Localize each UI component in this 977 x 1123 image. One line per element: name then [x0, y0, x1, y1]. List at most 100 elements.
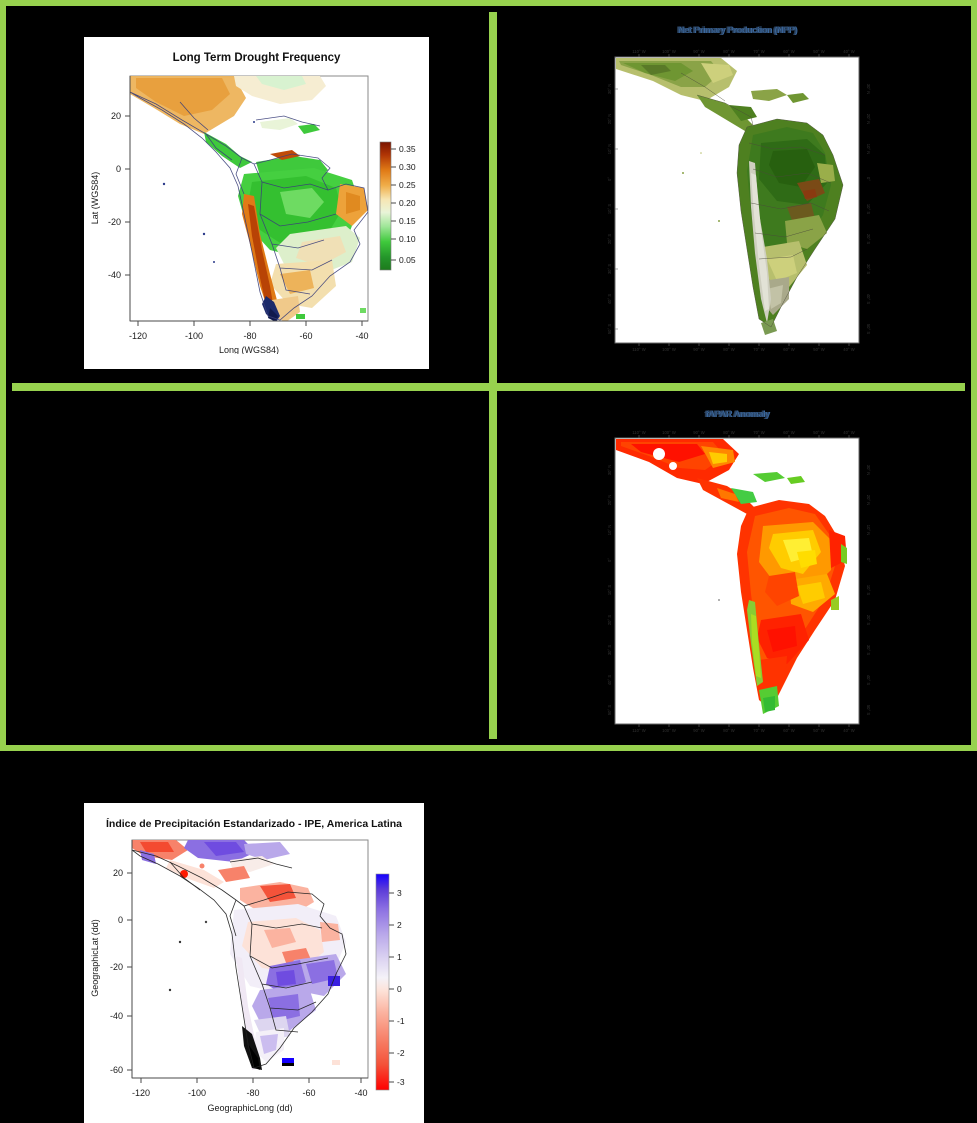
panel-fapar-anomaly[interactable]: fAPAR Anomaly 110° W 100° W 90° W 80° W … — [497, 391, 977, 751]
svg-text:30° N: 30° N — [866, 465, 871, 476]
npp-map: 110° W 100° W 90° W 80° W 70° W 60° W 50… — [607, 49, 871, 352]
ipe-title: Índice de Precipitación Estandarizado - … — [105, 818, 403, 830]
svg-text:-60: -60 — [299, 331, 312, 341]
ipe-y-axis: 20 0 -20 -40 -60 GeographicLat (dd) — [90, 840, 133, 1078]
panel-long-term-drought-frequency[interactable]: Long Term Drought Frequency — [12, 12, 489, 383]
svg-text:100° W: 100° W — [662, 347, 676, 352]
svg-text:30° S: 30° S — [866, 645, 871, 655]
svg-text:-80: -80 — [246, 1088, 259, 1098]
svg-text:0°: 0° — [607, 177, 612, 181]
drought-frequency-x-axis: -120 -100 -80 -60 -40 Long (WGS84) — [129, 320, 369, 354]
svg-text:0.20: 0.20 — [399, 198, 416, 208]
svg-text:-60: -60 — [110, 1065, 123, 1075]
drought-frequency-raster — [130, 76, 368, 321]
svg-text:20: 20 — [111, 111, 121, 121]
svg-text:80° W: 80° W — [723, 49, 734, 54]
drought-frequency-plot: 20 0 -20 -40 Lat (WGS84) -120 -100 -80 -… — [90, 75, 416, 354]
svg-text:50° S: 50° S — [866, 705, 871, 715]
drought-frequency-title: Long Term Drought Frequency — [172, 52, 341, 64]
svg-text:10° N: 10° N — [607, 144, 612, 155]
horizontal-divider — [12, 383, 965, 391]
svg-text:0°: 0° — [866, 558, 871, 562]
svg-text:90° W: 90° W — [693, 49, 704, 54]
svg-text:2: 2 — [397, 920, 402, 930]
svg-text:10° S: 10° S — [866, 585, 871, 595]
svg-text:30° N: 30° N — [866, 84, 871, 95]
svg-text:0.30: 0.30 — [399, 162, 416, 172]
svg-text:80° W: 80° W — [723, 430, 734, 435]
svg-text:70° W: 70° W — [753, 347, 764, 352]
svg-text:-40: -40 — [354, 1088, 367, 1098]
svg-text:20° S: 20° S — [607, 234, 612, 244]
svg-text:50° W: 50° W — [813, 49, 824, 54]
svg-text:10° S: 10° S — [607, 585, 612, 595]
svg-text:40° W: 40° W — [843, 347, 854, 352]
svg-text:40° S: 40° S — [607, 675, 612, 685]
npp-raster — [616, 58, 844, 335]
svg-text:0: 0 — [118, 915, 123, 925]
svg-text:-40: -40 — [110, 1011, 123, 1021]
svg-text:-80: -80 — [243, 331, 256, 341]
svg-text:0°: 0° — [866, 177, 871, 181]
svg-text:0.15: 0.15 — [399, 216, 416, 226]
svg-text:-3: -3 — [397, 1077, 405, 1087]
svg-text:20° N: 20° N — [866, 114, 871, 125]
svg-text:60° W: 60° W — [783, 49, 794, 54]
svg-text:20° S: 20° S — [866, 234, 871, 244]
svg-text:80° W: 80° W — [723, 347, 734, 352]
svg-text:20° S: 20° S — [866, 615, 871, 625]
svg-text:-2: -2 — [397, 1048, 405, 1058]
svg-text:40° S: 40° S — [607, 294, 612, 304]
ipe-card: Índice de Precipitación Estandarizado - … — [84, 803, 424, 1123]
svg-text:10° S: 10° S — [607, 204, 612, 214]
vertical-divider — [489, 12, 497, 739]
panel-indice-precipitacion[interactable]: Índice de Precipitación Estandarizado - … — [12, 391, 489, 1123]
svg-text:20° N: 20° N — [607, 114, 612, 125]
svg-text:10° N: 10° N — [607, 525, 612, 536]
svg-text:GeographicLat (dd): GeographicLat (dd) — [90, 919, 100, 997]
svg-text:30° S: 30° S — [607, 645, 612, 655]
svg-text:30° S: 30° S — [866, 264, 871, 274]
svg-text:-40: -40 — [355, 331, 368, 341]
svg-text:100° W: 100° W — [662, 728, 676, 733]
svg-text:20° N: 20° N — [866, 495, 871, 506]
svg-text:20° N: 20° N — [607, 495, 612, 506]
ipe-x-axis: -120 -100 -80 -60 -40 GeographicLong (dd… — [132, 1077, 368, 1113]
svg-text:80° W: 80° W — [723, 728, 734, 733]
ipe-colorbar: 3 2 1 0 -1 -2 -3 — [375, 873, 405, 1091]
svg-text:50° S: 50° S — [866, 324, 871, 334]
svg-text:-120: -120 — [129, 331, 147, 341]
svg-text:50° W: 50° W — [813, 430, 824, 435]
svg-text:GeographicLong (dd): GeographicLong (dd) — [207, 1103, 292, 1113]
svg-text:90° W: 90° W — [693, 347, 704, 352]
svg-text:110° W: 110° W — [632, 728, 646, 733]
svg-text:60° W: 60° W — [783, 430, 794, 435]
svg-text:110° W: 110° W — [632, 430, 646, 435]
svg-text:0.35: 0.35 — [399, 144, 416, 154]
svg-text:0°: 0° — [607, 558, 612, 562]
svg-text:50° W: 50° W — [813, 728, 824, 733]
svg-text:-100: -100 — [188, 1088, 206, 1098]
svg-text:-120: -120 — [132, 1088, 150, 1098]
drought-frequency-colorbar: 0.35 0.30 0.25 0.20 0.15 0.10 0.05 — [379, 141, 416, 271]
svg-text:20° S: 20° S — [607, 615, 612, 625]
svg-text:60° W: 60° W — [783, 728, 794, 733]
svg-text:30° S: 30° S — [607, 264, 612, 274]
svg-text:10° N: 10° N — [866, 525, 871, 536]
svg-text:10° N: 10° N — [866, 144, 871, 155]
svg-text:-20: -20 — [110, 962, 123, 972]
svg-text:110° W: 110° W — [632, 49, 646, 54]
svg-text:-40: -40 — [108, 270, 121, 280]
svg-text:30° N: 30° N — [607, 465, 612, 476]
svg-text:-1: -1 — [397, 1016, 405, 1026]
drought-frequency-card: Long Term Drought Frequency — [84, 37, 429, 369]
svg-text:40° S: 40° S — [866, 294, 871, 304]
svg-text:20: 20 — [113, 868, 123, 878]
npp-title: Net Primary Production (NPP) — [677, 25, 797, 35]
svg-text:40° W: 40° W — [843, 728, 854, 733]
svg-text:30° N: 30° N — [607, 84, 612, 95]
fapar-raster — [616, 439, 847, 714]
panel-net-primary-production[interactable]: Net Primary Production (NPP) 110° W 100°… — [497, 12, 977, 383]
svg-text:40° W: 40° W — [843, 49, 854, 54]
